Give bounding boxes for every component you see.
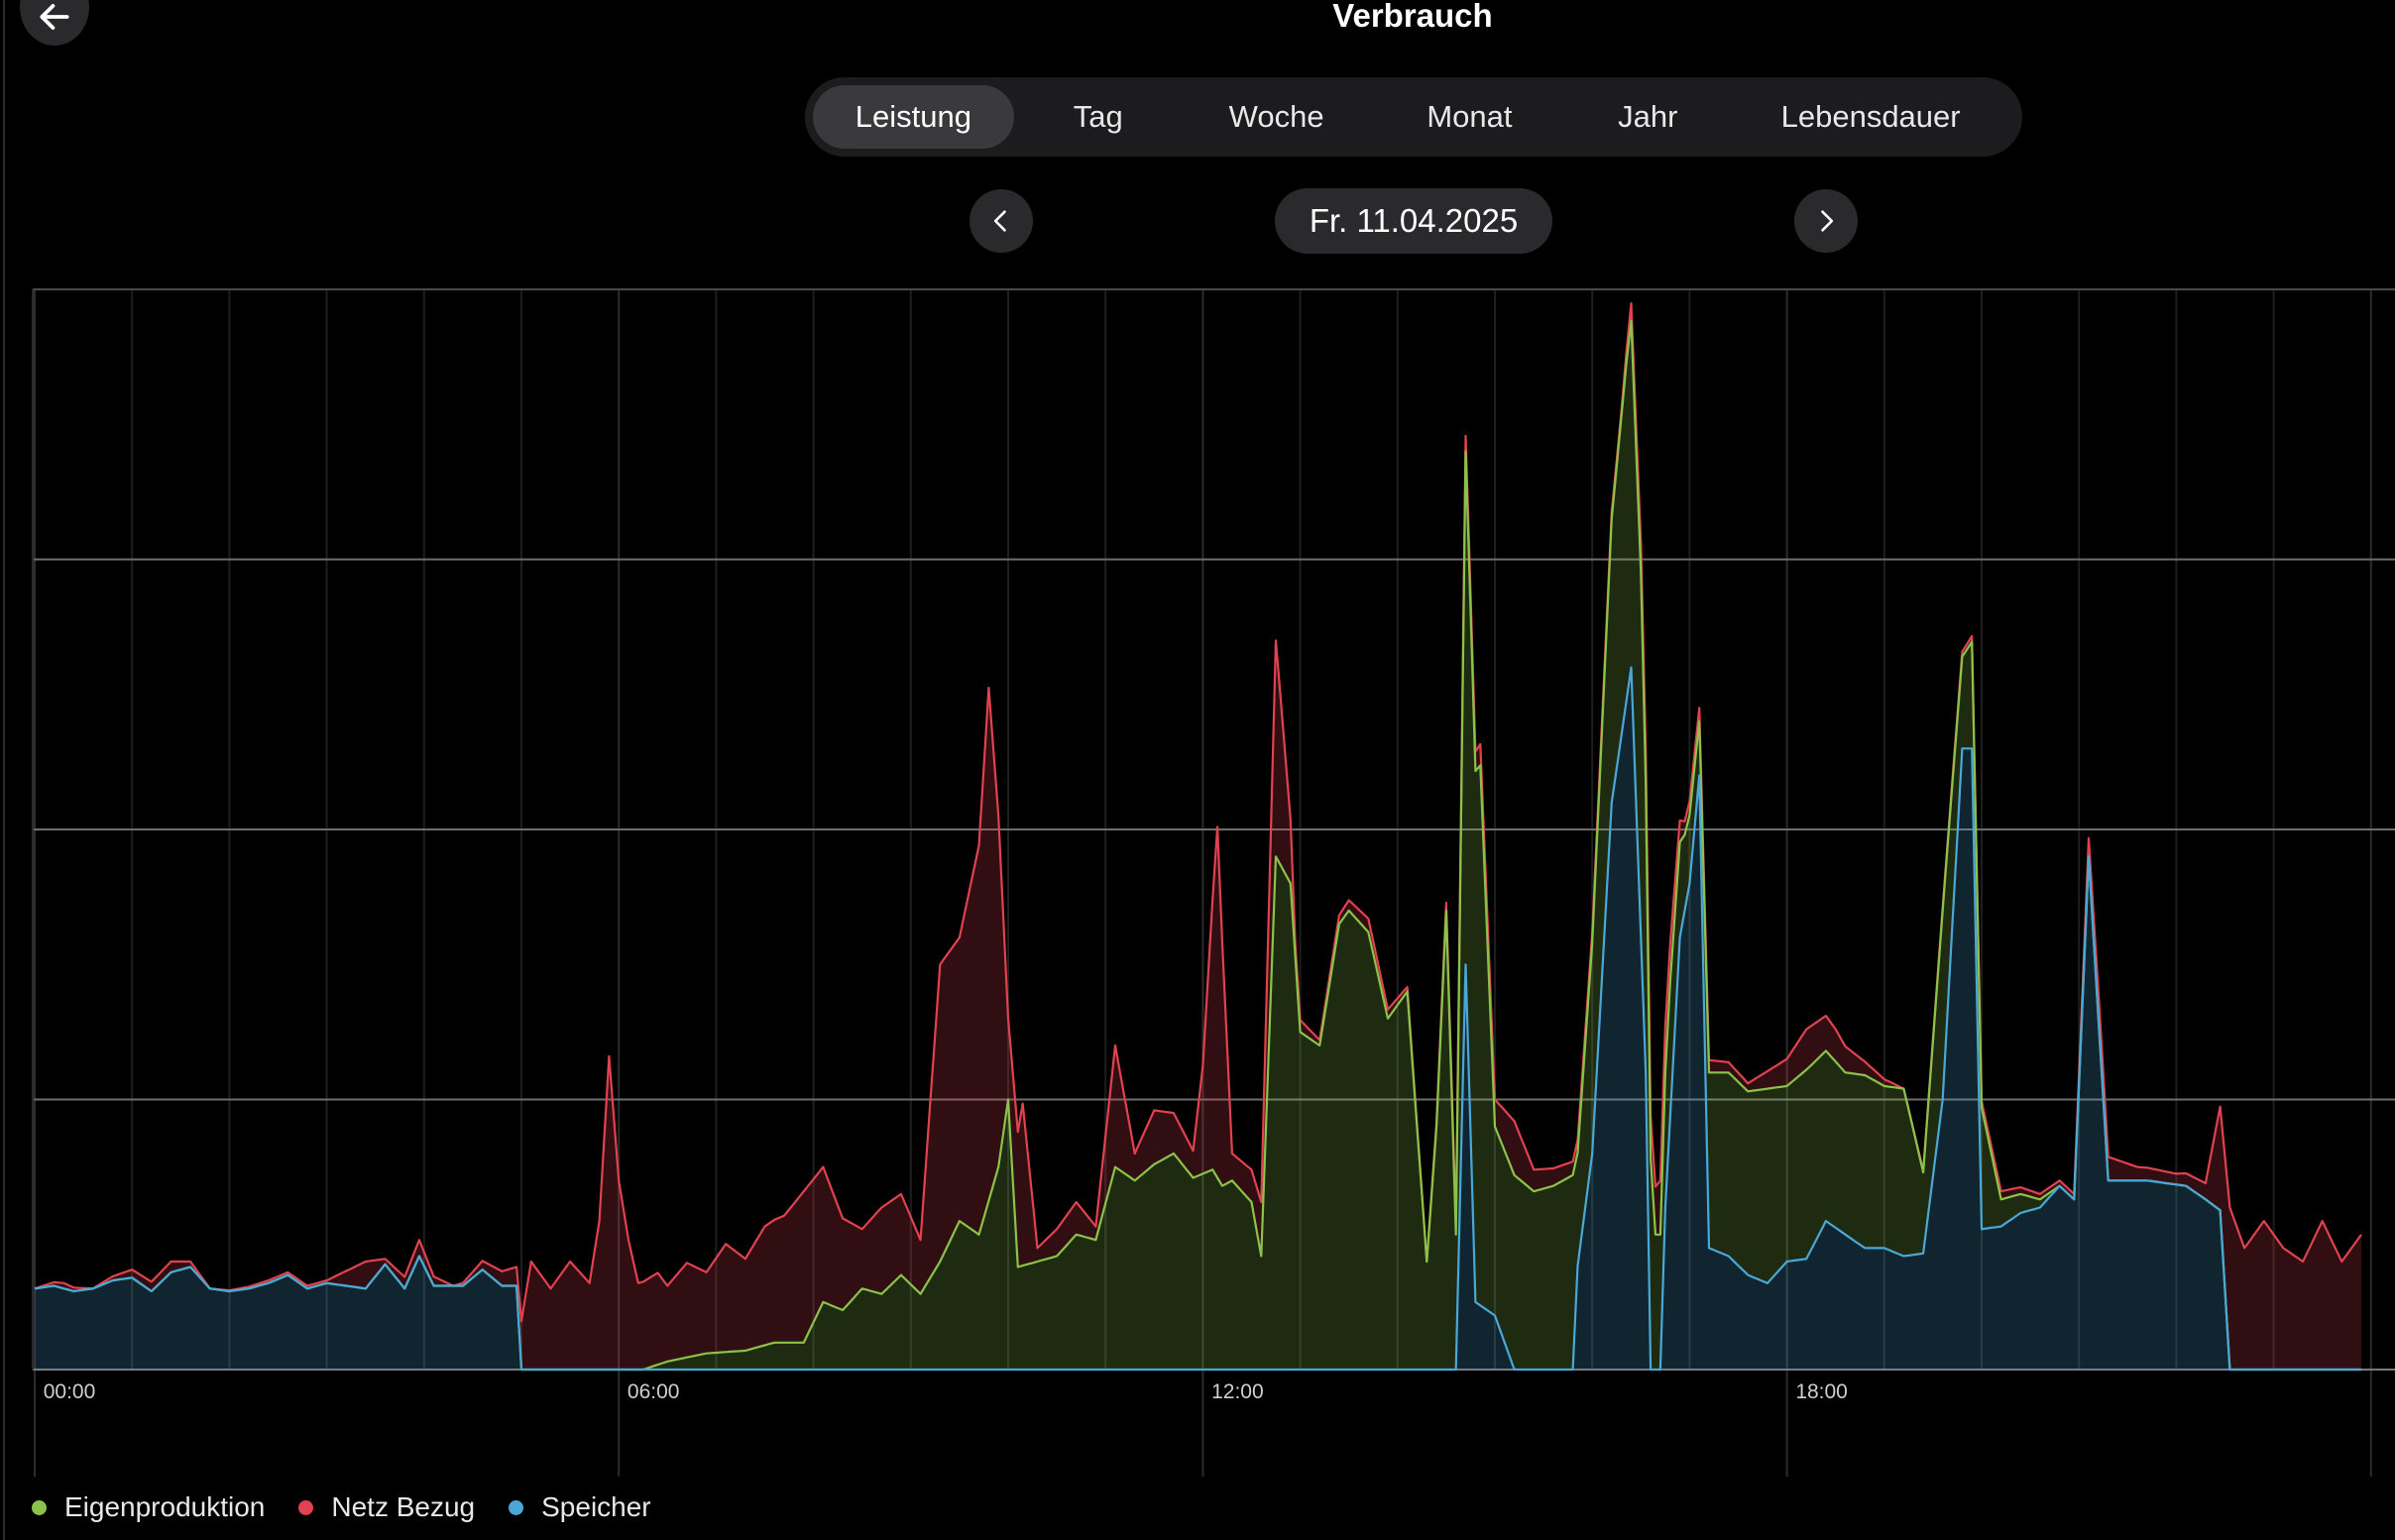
legend-dot-speicher	[509, 1499, 524, 1515]
chart-legend: Eigenproduktion Netz Bezug Speicher	[32, 1491, 685, 1523]
tab-jahr[interactable]: Jahr	[1618, 99, 1678, 134]
tab-leistung[interactable]: Leistung	[813, 85, 1014, 149]
tab-tag[interactable]: Tag	[1073, 99, 1123, 134]
area-speicher	[35, 667, 2361, 1370]
prev-date-button[interactable]	[969, 189, 1033, 253]
legend-label-eigenproduktion: Eigenproduktion	[64, 1491, 266, 1522]
area-eigenproduktion	[35, 320, 2361, 1370]
line-speicher	[34, 666, 2361, 1372]
legend-label-speicher: Speicher	[541, 1491, 651, 1522]
x-tick-label: 00:00	[44, 1380, 96, 1403]
chart-areas	[34, 302, 2362, 1372]
legend-item-netz-bezug[interactable]: Netz Bezug	[298, 1491, 475, 1523]
period-tabs: Leistung Tag Woche Monat Jahr Lebensdaue…	[805, 77, 2022, 157]
chevron-right-icon	[1821, 210, 1834, 232]
legend-dot-eigenproduktion	[32, 1499, 47, 1515]
tab-lebensdauer[interactable]: Lebensdauer	[1780, 99, 1961, 134]
area-netz-bezug	[35, 303, 2361, 1371]
date-selector[interactable]: Fr. 11.04.2025	[1275, 188, 1552, 254]
legend-item-eigenproduktion[interactable]: Eigenproduktion	[32, 1491, 265, 1523]
page-title: Verbrauch	[1332, 0, 1493, 34]
tab-woche[interactable]: Woche	[1228, 99, 1324, 134]
legend-label-netz-bezug: Netz Bezug	[331, 1491, 476, 1522]
left-edge	[3, 0, 5, 1540]
tab-monat[interactable]: Monat	[1426, 99, 1513, 134]
chevron-left-icon	[993, 210, 1006, 232]
chart-grid	[32, 288, 2395, 1477]
arrow-left-icon	[40, 4, 69, 30]
x-axis-labels: 00:00 06:00 12:00 18:00	[44, 1380, 1848, 1403]
x-tick-label: 06:00	[627, 1380, 680, 1403]
x-tick-label: 18:00	[1795, 1380, 1848, 1403]
next-date-button[interactable]	[1794, 189, 1858, 253]
legend-dot-netz-bezug	[298, 1499, 314, 1515]
power-chart: 00:00 06:00 12:00 18:00	[32, 288, 2395, 1477]
x-tick-label: 12:00	[1211, 1380, 1264, 1403]
legend-item-speicher[interactable]: Speicher	[509, 1491, 651, 1523]
